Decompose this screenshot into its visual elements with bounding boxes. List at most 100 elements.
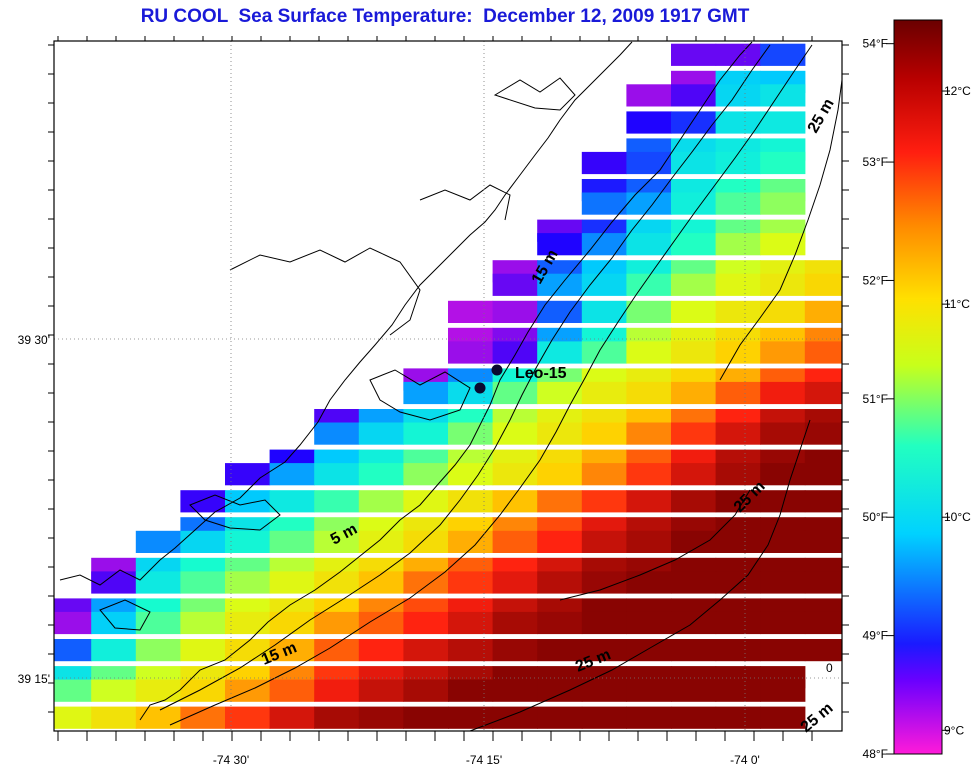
sst-cell	[492, 381, 538, 405]
sst-cell	[626, 490, 672, 513]
sst-cell	[760, 151, 806, 175]
sst-cell	[626, 341, 672, 364]
sst-cell	[581, 490, 627, 513]
sst-cell	[715, 571, 761, 594]
sst-cell	[269, 463, 315, 486]
station-label: Leo-15	[515, 365, 567, 382]
sst-cell	[492, 490, 538, 513]
sst-cell	[314, 706, 360, 729]
colorbar-label: 9°C	[944, 723, 964, 737]
y-tick-label: 39 30'	[18, 333, 50, 347]
sst-cell	[626, 111, 672, 134]
sst-cell	[403, 679, 449, 702]
sst-cell	[448, 341, 494, 364]
station-marker	[491, 364, 503, 376]
sst-cell	[448, 381, 494, 405]
colorbar-label: 52°F	[863, 273, 888, 287]
sst-cell	[91, 639, 137, 662]
sst-cell	[804, 381, 842, 405]
colorbar-label: 54°F	[863, 37, 888, 51]
sst-cell	[448, 706, 494, 729]
colorbar-label: 53°F	[863, 155, 888, 169]
sst-cell	[225, 490, 271, 513]
sst-cell	[492, 341, 538, 364]
sst-cell	[537, 273, 583, 296]
sst-cell	[671, 530, 717, 553]
sst-cell	[715, 530, 761, 553]
sst-cell	[358, 611, 404, 635]
marsh-outline-6	[493, 77, 576, 111]
sst-cell	[403, 422, 449, 445]
sst-cell	[492, 571, 538, 594]
sst-cell	[492, 273, 538, 296]
sst-cell	[135, 611, 181, 635]
sst-cell	[626, 679, 672, 702]
sst-cell	[269, 639, 315, 662]
sst-cell	[760, 111, 806, 134]
sst-cell	[2, 639, 47, 661]
sst-cell	[269, 490, 315, 513]
colorbar-ticks: 54°F 53°F 52°F 51°F 50°F 49°F 48°F 12°C 11°C 10°C…	[863, 37, 972, 761]
sst-cell	[314, 611, 360, 635]
sst-cell	[760, 84, 806, 107]
sst-cell	[492, 530, 538, 553]
sst-cell	[671, 233, 717, 256]
sst-cell	[626, 233, 672, 256]
sst-cell	[760, 571, 806, 594]
isobath-25m-shoal	[559, 489, 751, 601]
sst-cell	[537, 422, 583, 445]
colorbar-label: 50°F	[863, 510, 888, 524]
sst-cell	[358, 422, 404, 445]
sst-cell	[715, 490, 761, 513]
sst-cell	[581, 192, 627, 215]
marsh-outline-4	[189, 494, 281, 531]
sst-cell	[804, 273, 842, 296]
x-tick-label: -74 0'	[730, 753, 760, 767]
sst-cell	[54, 706, 92, 729]
marsh-outline-1	[229, 247, 421, 336]
sst-cell	[358, 639, 404, 662]
sst-cell	[448, 571, 494, 594]
sst-cell	[225, 530, 271, 553]
sst-cell	[314, 490, 360, 513]
sst-cell	[448, 679, 494, 702]
sst-cell	[135, 639, 181, 662]
sst-cell	[492, 463, 538, 486]
sst-cell	[626, 611, 672, 635]
sst-cell	[804, 463, 842, 486]
sst-cell	[537, 490, 583, 513]
sst-cell	[804, 611, 842, 635]
mainland-coastline	[139, 41, 753, 721]
sst-cell	[626, 530, 672, 553]
coastline	[59, 41, 753, 721]
sst-cell	[715, 151, 761, 175]
isobath-5m	[159, 44, 771, 711]
sst-cell	[358, 571, 404, 594]
sst-cell	[581, 300, 627, 323]
sst-cell	[403, 706, 449, 729]
sst-cell	[358, 463, 404, 486]
sst-cell	[135, 679, 181, 702]
isobath-25m-north	[719, 79, 842, 381]
x-tick-label: -74 30'	[213, 753, 249, 767]
sst-cell	[671, 192, 717, 215]
sst-cell	[581, 706, 627, 729]
sst-cell	[537, 300, 583, 323]
sst-cell	[671, 341, 717, 364]
sst-cell	[54, 679, 92, 702]
sst-cell	[537, 530, 583, 553]
sst-cell	[581, 463, 627, 486]
sst-cell	[537, 706, 583, 729]
sst-cell	[715, 679, 761, 702]
sst-cell	[537, 679, 583, 702]
map-title: RU COOL Sea Surface Temperature: Decembe…	[140, 6, 750, 27]
isobath-15m	[169, 44, 813, 726]
sst-cell	[403, 381, 449, 405]
sst-cell	[760, 192, 806, 215]
sst-cell	[760, 530, 806, 553]
colorbar-label: 48°F	[863, 747, 888, 761]
sst-cell	[180, 611, 226, 635]
sst-cell	[626, 422, 672, 445]
sst-cell	[804, 571, 842, 594]
sst-cell	[626, 706, 672, 729]
